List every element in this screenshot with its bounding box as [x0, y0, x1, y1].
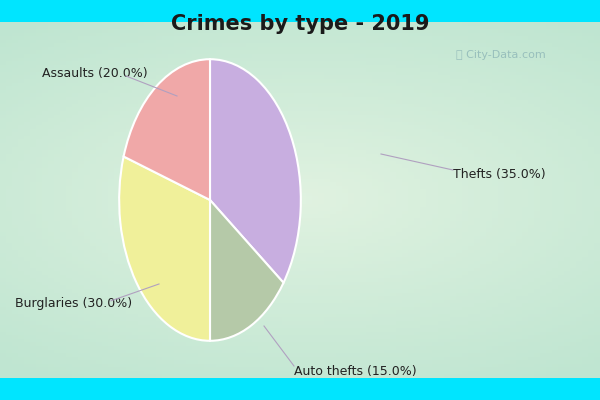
- Text: Thefts (35.0%): Thefts (35.0%): [453, 168, 545, 180]
- Text: Crimes by type - 2019: Crimes by type - 2019: [171, 14, 429, 34]
- Wedge shape: [119, 156, 210, 341]
- Wedge shape: [124, 59, 210, 200]
- Wedge shape: [210, 200, 283, 341]
- Wedge shape: [210, 59, 301, 283]
- Text: Burglaries (30.0%): Burglaries (30.0%): [15, 298, 132, 310]
- Text: ⓘ City-Data.com: ⓘ City-Data.com: [456, 50, 546, 60]
- Text: Auto thefts (15.0%): Auto thefts (15.0%): [294, 366, 416, 378]
- Text: Assaults (20.0%): Assaults (20.0%): [42, 68, 148, 80]
